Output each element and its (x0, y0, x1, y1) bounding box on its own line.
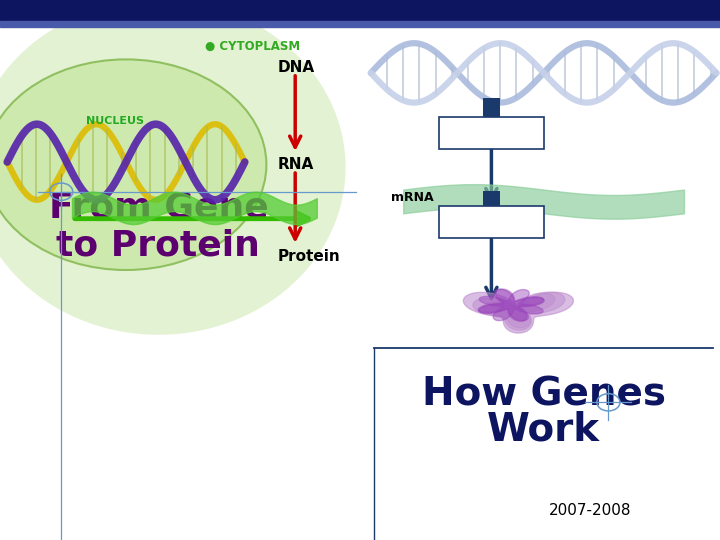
Bar (482, 98, 500, 117)
Text: 2007-2008: 2007-2008 (549, 503, 631, 518)
Text: DNA: DNA (277, 60, 315, 75)
Ellipse shape (0, 59, 266, 270)
FancyBboxPatch shape (439, 117, 544, 148)
Bar (0, 21, 720, 27)
Text: Transcription: Transcription (450, 128, 533, 138)
Polygon shape (478, 289, 544, 321)
Text: RNA: RNA (277, 157, 313, 172)
Text: ● CYTOPLASM: ● CYTOPLASM (205, 39, 300, 52)
Polygon shape (464, 292, 573, 333)
Text: mRNA: mRNA (391, 191, 433, 204)
Text: Translation: Translation (456, 217, 526, 227)
Text: From Gene: From Gene (48, 191, 269, 225)
Bar (0, 0, 720, 21)
Text: NUCLEUS: NUCLEUS (86, 117, 145, 126)
Polygon shape (483, 293, 555, 328)
Text: to Protein: to Protein (56, 229, 261, 262)
Bar (482, 191, 500, 207)
Text: Work: Work (487, 410, 600, 448)
Polygon shape (480, 289, 543, 321)
Ellipse shape (0, 0, 346, 335)
FancyBboxPatch shape (439, 206, 544, 238)
Polygon shape (479, 289, 544, 321)
Text: Protein: Protein (277, 249, 340, 264)
Text: How Genes: How Genes (422, 375, 665, 413)
Polygon shape (473, 292, 564, 330)
